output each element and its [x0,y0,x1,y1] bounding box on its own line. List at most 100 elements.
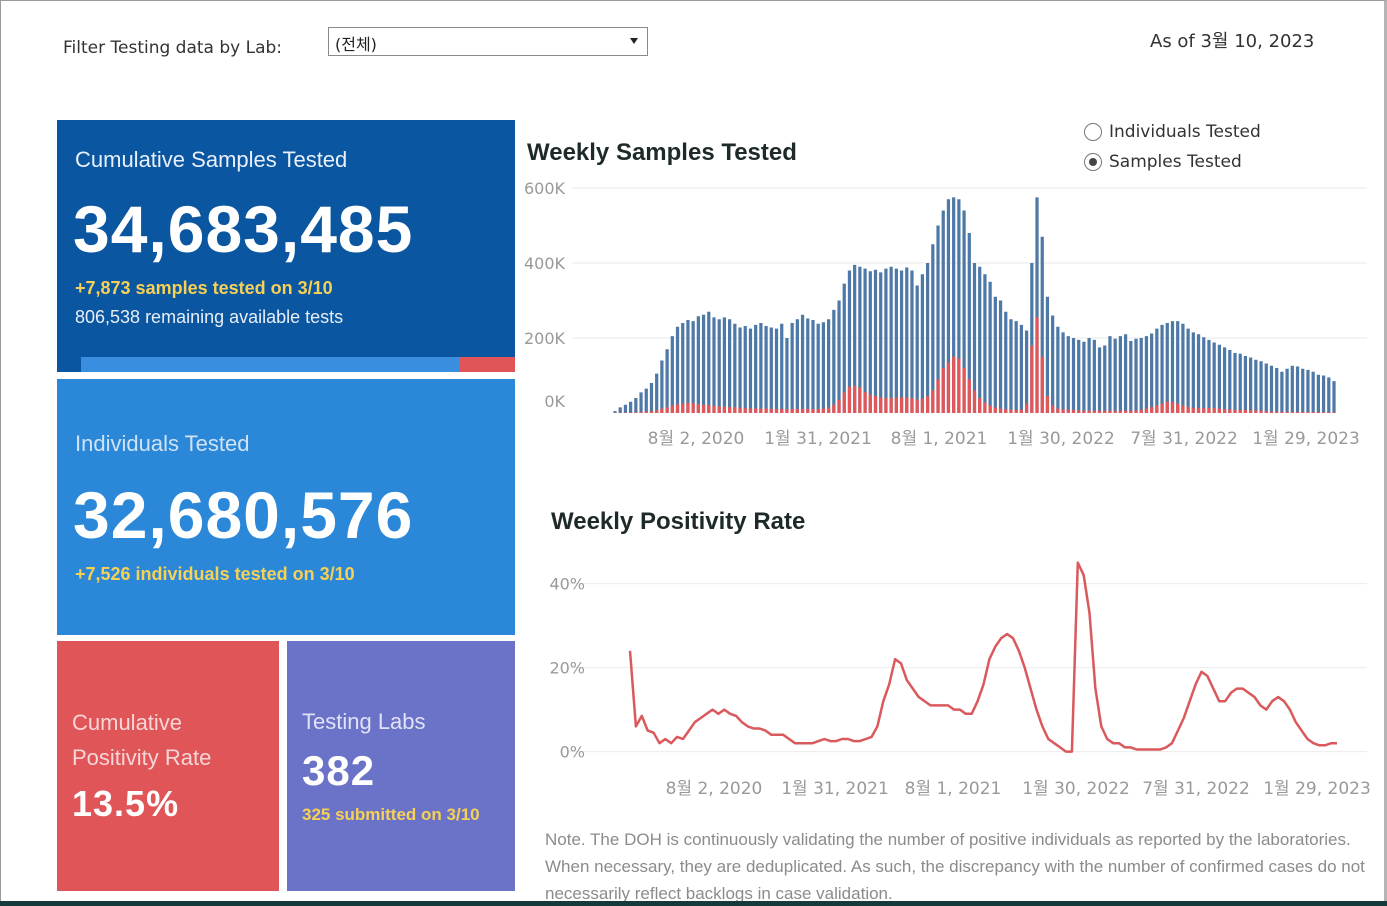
bar-samples [780,323,784,413]
bar-positive [941,368,945,413]
bar-samples [1249,357,1253,413]
bar-samples [827,319,831,413]
bar-positive [774,408,779,413]
bar-samples [769,327,773,413]
bar-samples [931,244,935,413]
bar-samples [1066,336,1070,413]
dropdown-arrow-icon [630,38,638,44]
bar-positive [649,411,654,413]
bar-positive [842,392,846,413]
bar-samples [868,271,872,413]
toggle-individuals-tested[interactable]: Individuals Tested [1084,122,1261,142]
y-tick-label: 600K [524,179,566,198]
bottom-bar [0,901,1387,906]
bar-samples [821,322,826,413]
bar-positive [1285,411,1289,413]
bar-positive [889,398,893,413]
bar-samples [905,267,909,413]
bar-positive [821,408,826,413]
bar-positive [925,396,930,413]
samples-total: 34,683,485 [73,192,414,266]
x-tick-label: 7월 31, 2022 [1130,429,1238,449]
bar-samples [1321,375,1326,413]
toggle-individuals-label: Individuals Tested [1109,122,1261,142]
bar-positive [1019,409,1024,413]
x-tick-label: 1월 30, 2022 [1022,779,1130,799]
bar-positive [853,385,857,413]
bar-samples [983,274,987,413]
bar-samples [1103,345,1107,413]
bar-positive [863,392,867,413]
lab-filter-select[interactable]: (전체) [328,27,648,56]
bar-samples [618,407,622,413]
bar-positive [879,397,883,413]
bar-positive [1123,410,1128,413]
bar-positive [1170,401,1175,413]
bar-positive [1301,411,1305,413]
x-tick-label: 7월 31, 2022 [1142,779,1250,799]
bar-samples [1295,366,1300,413]
bar-samples [670,336,674,413]
bar-positive [1202,408,1206,413]
bar-positive [957,358,961,413]
bar-samples [717,319,721,413]
bar-positive [655,410,659,413]
bar-samples [748,328,753,413]
bar-samples [1170,321,1175,413]
bar-positive [1056,408,1060,413]
labs-count: 382 [302,747,376,794]
bar-samples [790,323,794,413]
bar-samples [894,268,898,413]
samples-card-title: Cumulative Samples Tested [75,147,348,172]
bar-samples [691,321,695,413]
progress-remaining-segment [458,357,515,372]
individuals-card-title: Individuals Tested [75,431,250,456]
bar-positive [1327,412,1331,413]
bar-samples [1275,368,1279,413]
bar-positive [639,411,643,413]
bar-positive [936,379,940,413]
bar-positive [868,394,872,413]
bar-positive [1176,403,1180,413]
toggle-samples-tested[interactable]: Samples Tested [1084,152,1242,172]
bar-samples [842,283,846,413]
bar-positive [717,406,721,413]
bar-samples [1155,328,1159,413]
bar-samples [1181,323,1185,413]
bar-positive [998,408,1003,413]
bar-positive [1217,408,1221,413]
individuals-today: +7,526 individuals tested on 3/10 [75,564,355,584]
bar-positive [894,397,898,413]
bar-samples [800,314,805,413]
bar-positive [1186,407,1190,413]
bar-positive [644,411,648,413]
bar-positive [1009,409,1013,413]
bar-samples [1165,323,1169,413]
bar-positive [1249,410,1253,413]
bar-positive [1295,411,1300,413]
data-note: Note. The DOH is continuously validating… [545,830,1365,903]
bar-samples [1327,377,1331,413]
bar-samples [764,326,768,413]
x-tick-label: 8월 1, 2021 [891,429,988,449]
bar-positive [1030,345,1034,413]
bar-positive [1035,317,1039,413]
bar-positive [873,396,878,413]
bar-positive [1103,410,1107,413]
bar-positive [629,412,633,413]
bar-samples [910,270,914,413]
bar-positive [665,407,669,413]
bar-samples [972,263,977,413]
bar-positive [1118,410,1122,413]
bar-samples [795,319,799,413]
positivity-title-line2: Positivity Rate [72,745,212,770]
bar-samples [1176,321,1180,413]
lab-filter-value: (전체) [335,35,377,54]
bar-samples [712,317,716,413]
bar-samples [806,318,810,413]
bar-positive [993,407,997,413]
bar-positive [660,408,664,413]
bar-positive [952,356,956,413]
bar-samples [644,388,648,413]
bar-positive [1238,410,1242,413]
